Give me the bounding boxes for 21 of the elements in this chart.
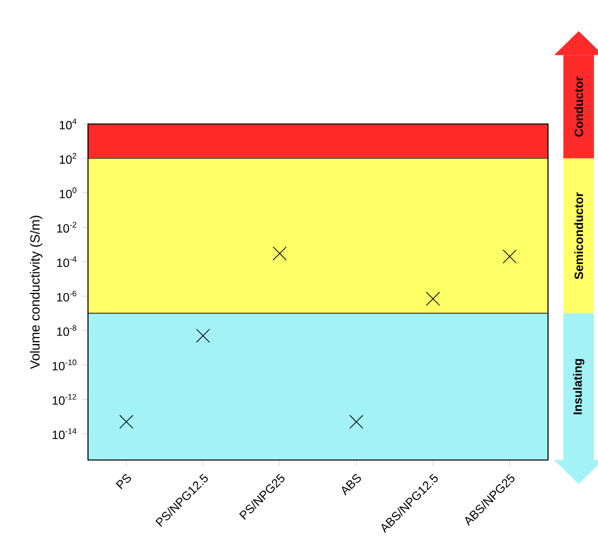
- y-tick-label: 10$^{-6}$: [57, 290, 76, 302]
- band-label: Conductor: [574, 76, 584, 137]
- y-tick-label: 10$^{0}$: [60, 187, 76, 198]
- point: [272, 246, 287, 260]
- point: [502, 249, 517, 264]
- point: [426, 292, 440, 306]
- y-tick-label: 10$^{-4}$: [57, 256, 76, 268]
- y-tick-label: 10$^{-2}$: [57, 222, 76, 233]
- x-tick-label: PS: [116, 474, 131, 490]
- band-label: Semiconductor: [574, 192, 584, 280]
- band-label: Insulating: [573, 359, 584, 414]
- point: [119, 414, 134, 429]
- y-tick-label: 10$^{-10}$: [52, 360, 76, 370]
- y-tick-label: 10$^{4}$: [60, 118, 76, 130]
- y-tick-label: 10$^{-12}$: [52, 394, 76, 405]
- y-axis-title: Volume conductivity (S/m): [30, 216, 42, 369]
- y-tick-label: 10$^{-8}$: [57, 325, 76, 336]
- point: [196, 328, 210, 343]
- y-tick-label: 10$^{-14}$: [52, 428, 76, 440]
- point: [349, 414, 364, 429]
- y-tick-label: 10$^{2}$: [60, 153, 76, 164]
